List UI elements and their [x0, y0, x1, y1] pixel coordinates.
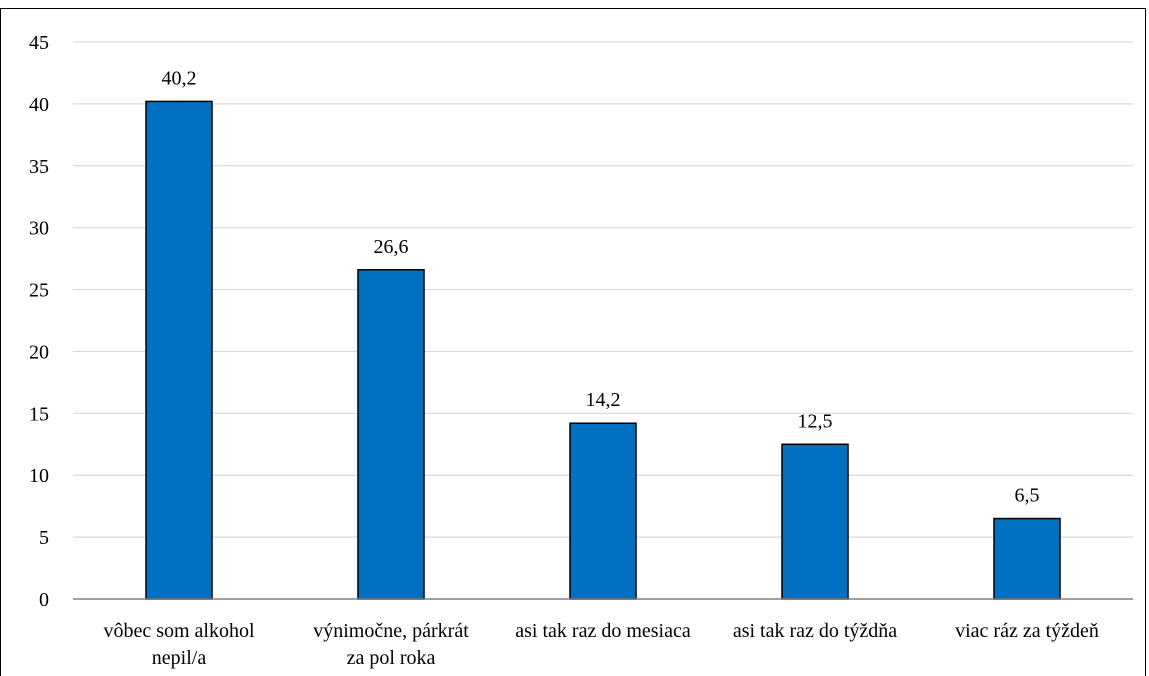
x-tick-label-line: nepil/a [152, 647, 207, 669]
bar [357, 269, 425, 600]
bars [145, 100, 1061, 600]
data-label: 40,2 [162, 67, 197, 89]
data-label: 26,6 [374, 236, 409, 258]
bar [569, 422, 637, 600]
data-label: 14,2 [586, 389, 621, 411]
x-tick-label: vôbec som alkohol nepil/a [103, 620, 255, 669]
x-tick-label-line: výnimočne, párkrát [313, 620, 469, 642]
x-tick-label: asi tak raz do týždňa [733, 620, 897, 642]
x-tick-label-line: viac ráz za týždeň [955, 620, 1099, 642]
x-tick-label: asi tak raz do mesiaca [515, 620, 691, 642]
y-tick-label: 45 [29, 32, 49, 54]
y-tick-label: 30 [29, 218, 49, 240]
x-axis-tick-labels: vôbec som alkohol nepil/a výnimočne, párkr… [103, 620, 1098, 669]
y-tick-label: 0 [39, 589, 49, 611]
y-tick-label: 40 [29, 94, 49, 116]
bar [993, 517, 1061, 600]
x-tick-label-line: za pol roka [347, 647, 436, 669]
x-tick-label: viac ráz za týždeň [955, 620, 1099, 642]
data-label: 6,5 [1015, 485, 1040, 507]
y-tick-label: 10 [29, 465, 49, 487]
x-tick-label-line: vôbec som alkohol [103, 620, 255, 642]
y-axis-tick-labels: 0 5 10 15 20 25 30 35 40 45 [29, 32, 49, 611]
y-tick-label: 15 [29, 403, 49, 425]
bar [145, 100, 213, 600]
bar [781, 443, 849, 600]
x-tick-label-line: asi tak raz do týždňa [733, 620, 897, 642]
y-tick-label: 20 [29, 341, 49, 363]
y-tick-label: 35 [29, 156, 49, 178]
y-tick-label: 5 [39, 527, 49, 549]
gridlines [73, 41, 1133, 538]
data-labels: 40,2 26,6 14,2 12,5 6,5 [162, 67, 1040, 506]
chart-frame [0, 8, 1146, 676]
data-label: 12,5 [798, 410, 833, 432]
y-tick-label: 25 [29, 280, 49, 302]
x-tick-label-line: asi tak raz do mesiaca [515, 620, 691, 642]
x-tick-label: výnimočne, párkrát za pol roka [313, 620, 469, 669]
